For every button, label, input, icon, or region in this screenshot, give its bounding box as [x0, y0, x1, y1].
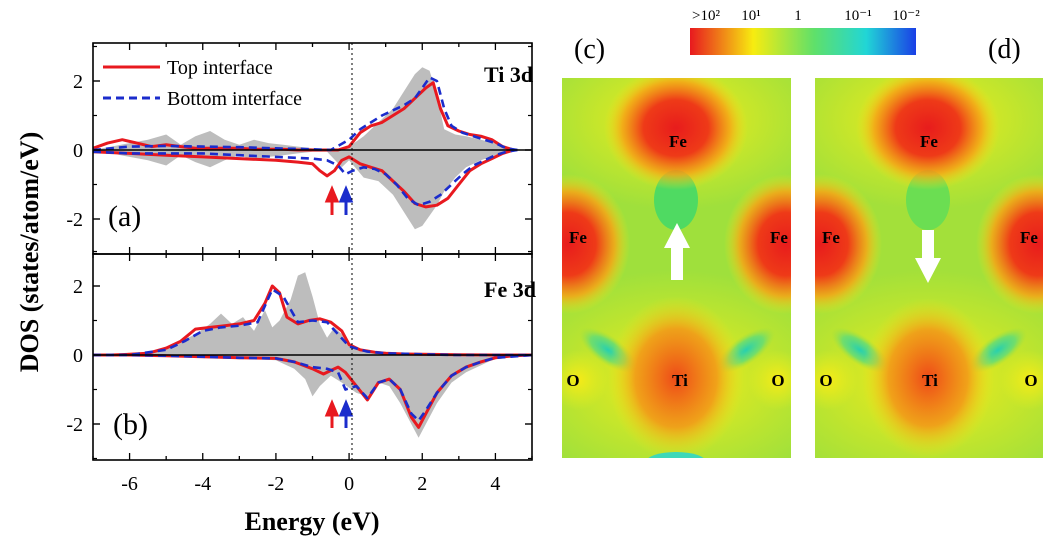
title-a: Ti 3d [484, 62, 533, 87]
bottom-interface-up-line [92, 76, 518, 152]
x-ticks-b [92, 254, 533, 460]
colorbar-tick-label: 10¹ [741, 8, 761, 24]
x-tick-label: -6 [121, 473, 138, 495]
y-tick-label: 2 [73, 71, 83, 93]
colorbar-tick-label: 10⁻² [892, 8, 920, 24]
colorbar-tick-labels: >10² 10¹ 1 10⁻¹ 10⁻² [692, 8, 920, 24]
heatmap-c: Fe Fe Fe O Ti O [562, 78, 791, 458]
atom-fe-left-d: Fe [822, 228, 840, 247]
top-interface-down-line [92, 148, 515, 209]
panel-label-b: (b) [113, 408, 148, 441]
bottom-interface-up-line [93, 288, 532, 357]
panel-label-d: (d) [988, 34, 1021, 65]
atom-ti-c: Ti [672, 371, 688, 390]
x-tick-label: 2 [417, 473, 427, 495]
colorbar-tick-label: >10² [692, 8, 720, 24]
colorbar: >10² 10¹ 1 10⁻¹ 10⁻² [690, 8, 920, 55]
total-dos-fill-a [93, 67, 525, 230]
blue-arrow-a [338, 185, 354, 215]
spin-up-arrow-c [664, 223, 690, 280]
heatmap-d: Fe Fe Fe O Ti O [815, 78, 1043, 458]
panel-a: -2 0 2 (a) Ti 3d Top interface Bottom inte… [66, 42, 533, 255]
y-tick-label: -2 [66, 414, 83, 436]
series-lines-b [93, 284, 533, 429]
x-axis-label: Energy (eV) [244, 507, 379, 536]
atom-o-left-d: O [819, 371, 832, 390]
x-tick-label: -2 [268, 473, 285, 495]
y-tick-label: 0 [73, 345, 83, 367]
atom-o-right-d: O [1024, 371, 1037, 390]
legend-bottom-label: Bottom interface [167, 88, 302, 110]
panel-label-a: (a) [108, 200, 141, 233]
x-tick-labels: -6 -4 -2 0 2 4 [121, 473, 500, 495]
x-tick-label: 0 [344, 473, 354, 495]
spin-down-arrow-d [915, 230, 941, 283]
bottom-interface-down-line [93, 353, 533, 422]
y-tick-label: -2 [66, 209, 83, 231]
atom-fe-top-c: Fe [669, 132, 687, 151]
total-dos-down [93, 150, 525, 230]
legend-top-label: Top interface [167, 57, 273, 79]
blue-arrow-b [338, 399, 354, 428]
atom-fe-left-c: Fe [569, 228, 587, 247]
atom-o-right-c: O [771, 371, 784, 390]
red-arrow-a [324, 185, 340, 215]
y-tick-label: 0 [73, 140, 83, 162]
atom-fe-right-d: Fe [1020, 228, 1038, 247]
panel-b: -2 0 2 (b) Fe 3d [66, 250, 536, 461]
atom-ti-d: Ti [922, 371, 938, 390]
panel-label-c: (c) [574, 34, 605, 65]
x-tick-label: -4 [194, 473, 211, 495]
total-dos-up [93, 272, 532, 355]
colorbar-tick-label: 1 [794, 8, 802, 24]
spin-arrows-b [324, 399, 354, 428]
atom-fe-top-d: Fe [920, 132, 938, 151]
colorbar-gradient [690, 28, 916, 55]
y-tick-label: 2 [73, 276, 83, 298]
spin-arrows-a [324, 185, 354, 215]
y-axis-label: DOS (states/atom/eV) [15, 132, 44, 372]
atom-o-left-c: O [566, 371, 579, 390]
title-b: Fe 3d [484, 277, 536, 302]
atom-fe-right-c: Fe [770, 228, 788, 247]
x-tick-label: 4 [490, 473, 500, 495]
red-arrow-b [324, 399, 340, 428]
colorbar-tick-label: 10⁻¹ [844, 8, 871, 24]
legend: Top interface Bottom interface [103, 57, 302, 110]
total-dos-up [93, 67, 525, 150]
y-ticks-b: -2 0 2 [66, 250, 532, 460]
